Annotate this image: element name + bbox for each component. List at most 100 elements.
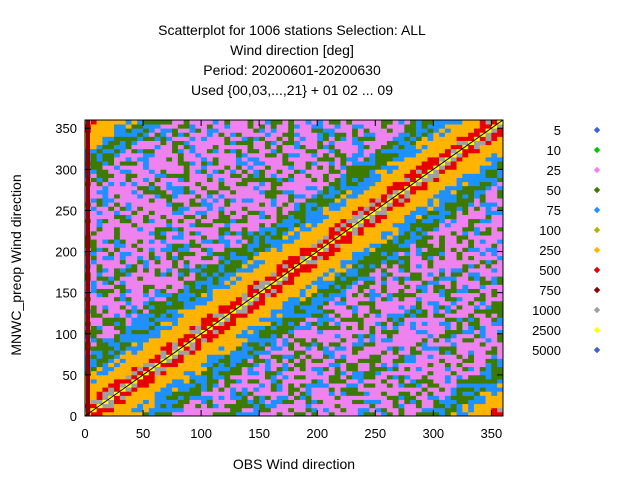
density-cell [392, 337, 399, 343]
density-cell [468, 305, 475, 310]
density-cell [398, 399, 405, 405]
density-cell [282, 218, 289, 224]
density-cell [444, 214, 452, 220]
density-cell [369, 346, 376, 351]
density-cell [375, 226, 382, 232]
density-cell [456, 251, 463, 257]
density-cell [90, 239, 98, 244]
density-cell [439, 148, 446, 154]
density-cell [421, 325, 428, 331]
density-cell [230, 280, 237, 285]
density-cell [450, 177, 457, 183]
density-cell [334, 284, 341, 289]
density-cell [404, 214, 411, 220]
density-cell [131, 181, 138, 187]
density-cell [462, 284, 469, 289]
density-cell [357, 383, 365, 388]
density-cell [328, 206, 336, 211]
density-cell [357, 144, 365, 150]
density-cell [131, 272, 138, 277]
density-cell [369, 329, 376, 335]
density-cell [253, 395, 260, 400]
density-cell [357, 263, 365, 269]
density-cell [241, 407, 248, 413]
density-cell [317, 280, 324, 285]
density-cell [450, 247, 457, 252]
density-cell [166, 346, 173, 351]
density-cell [421, 206, 428, 211]
density-cell [404, 411, 411, 416]
density-cell [224, 300, 231, 306]
density-cell [334, 313, 341, 318]
density-cell [340, 395, 347, 400]
density-cell [206, 292, 214, 298]
density-cell [386, 251, 394, 257]
density-cell [264, 321, 272, 326]
density-cell [212, 263, 219, 269]
density-cell [230, 325, 237, 331]
density-cell [114, 247, 121, 252]
density-cell [427, 214, 434, 220]
density-cell [468, 214, 475, 220]
density-cell [218, 362, 225, 368]
density-cell [148, 296, 156, 302]
density-cell [224, 337, 231, 343]
density-cell [352, 189, 359, 195]
density-cell [433, 333, 440, 339]
density-cell [340, 206, 347, 211]
density-cell [172, 366, 179, 372]
density-cell [218, 161, 225, 166]
density-cell [131, 333, 138, 339]
density-cell [450, 251, 457, 257]
density-cell [114, 206, 121, 211]
density-cell [294, 165, 301, 170]
density-cell [340, 276, 347, 281]
density-cell [172, 358, 179, 363]
density-cell [352, 202, 359, 207]
density-cell [177, 358, 185, 363]
density-cell [96, 169, 103, 174]
density-cell [218, 144, 225, 150]
density-cell [444, 370, 452, 376]
density-cell [166, 342, 173, 347]
density-cell [311, 132, 318, 137]
density-cell [125, 161, 132, 166]
density-cell [166, 124, 173, 129]
density-cell [381, 198, 388, 203]
density-cell [206, 165, 214, 170]
density-cell [340, 226, 347, 232]
density-cell [305, 239, 312, 244]
density-cell [328, 259, 336, 265]
density-cell [201, 292, 208, 298]
density-cell [439, 210, 446, 215]
density-cell [462, 317, 469, 322]
density-cell [90, 206, 98, 211]
density-cell [450, 181, 457, 187]
density-cell [473, 292, 481, 298]
density-cell [357, 206, 365, 211]
density-cell [90, 342, 98, 347]
density-cell [340, 387, 347, 392]
density-cell [479, 399, 486, 405]
density-cell [421, 124, 428, 129]
density-cell [218, 321, 225, 326]
density-cell [375, 350, 382, 355]
density-cell [143, 395, 150, 400]
density-cell [323, 165, 330, 170]
density-cell [369, 222, 376, 228]
density-cell [381, 251, 388, 257]
density-cell [456, 206, 463, 211]
density-cell [212, 337, 219, 343]
density-cell [462, 263, 469, 269]
density-cell [241, 226, 248, 232]
density-cell [410, 309, 417, 314]
density-cell [328, 321, 336, 326]
density-cell [137, 214, 144, 220]
density-cell [270, 407, 277, 413]
density-cell [346, 222, 353, 228]
density-cell [247, 268, 254, 273]
density-cell [137, 128, 144, 133]
density-cell [369, 379, 376, 384]
density-cell [108, 325, 115, 331]
density-cell [485, 350, 492, 355]
